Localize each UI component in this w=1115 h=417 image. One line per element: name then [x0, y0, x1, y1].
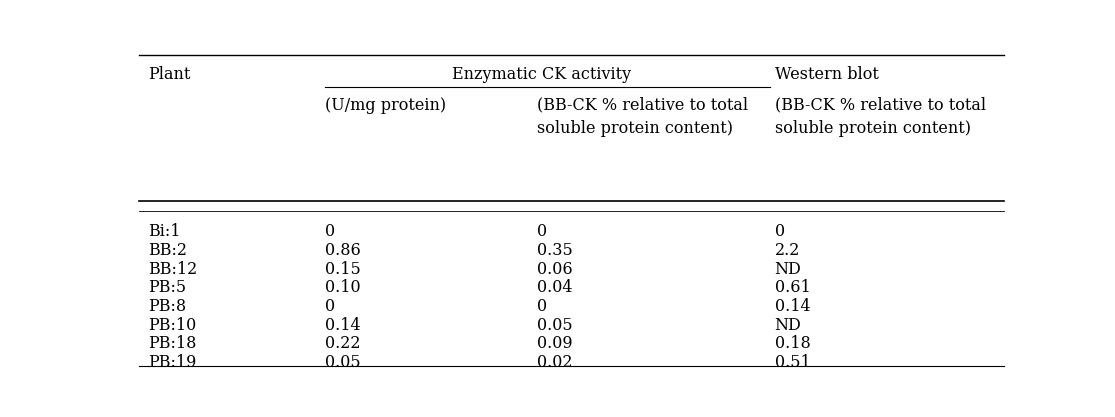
Text: 0: 0: [775, 224, 785, 241]
Text: 0.61: 0.61: [775, 279, 811, 296]
Text: BB:2: BB:2: [148, 242, 187, 259]
Text: 0.14: 0.14: [326, 317, 361, 334]
Text: 0.86: 0.86: [326, 242, 361, 259]
Text: 0: 0: [326, 224, 336, 241]
Text: PB:18: PB:18: [148, 335, 196, 352]
Text: 0.22: 0.22: [326, 335, 360, 352]
Text: 0.06: 0.06: [536, 261, 572, 278]
Text: Plant: Plant: [148, 66, 191, 83]
Text: 0.35: 0.35: [536, 242, 573, 259]
Text: 0.05: 0.05: [326, 354, 361, 371]
Text: 0.09: 0.09: [536, 335, 572, 352]
Text: Western blot: Western blot: [775, 66, 879, 83]
Text: 0: 0: [326, 298, 336, 315]
Text: 0: 0: [536, 298, 547, 315]
Text: (U/mg protein): (U/mg protein): [326, 97, 446, 113]
Text: BB:12: BB:12: [148, 261, 197, 278]
Text: PB:8: PB:8: [148, 298, 186, 315]
Text: 0.15: 0.15: [326, 261, 361, 278]
Text: ND: ND: [775, 261, 802, 278]
Text: 0.18: 0.18: [775, 335, 811, 352]
Text: 0.10: 0.10: [326, 279, 361, 296]
Text: PB:10: PB:10: [148, 317, 196, 334]
Text: (BB-CK % relative to total
soluble protein content): (BB-CK % relative to total soluble prote…: [536, 97, 748, 137]
Text: 0.04: 0.04: [536, 279, 572, 296]
Text: (BB-CK % relative to total
soluble protein content): (BB-CK % relative to total soluble prote…: [775, 97, 986, 137]
Text: ND: ND: [775, 317, 802, 334]
Text: PB:19: PB:19: [148, 354, 196, 371]
Text: 0.05: 0.05: [536, 317, 572, 334]
Text: 0: 0: [536, 224, 547, 241]
Text: Bi:1: Bi:1: [148, 224, 181, 241]
Text: 2.2: 2.2: [775, 242, 799, 259]
Text: PB:5: PB:5: [148, 279, 186, 296]
Text: 0.51: 0.51: [775, 354, 811, 371]
Text: 0.14: 0.14: [775, 298, 811, 315]
Text: 0.02: 0.02: [536, 354, 572, 371]
Text: Enzymatic CK activity: Enzymatic CK activity: [452, 66, 631, 83]
